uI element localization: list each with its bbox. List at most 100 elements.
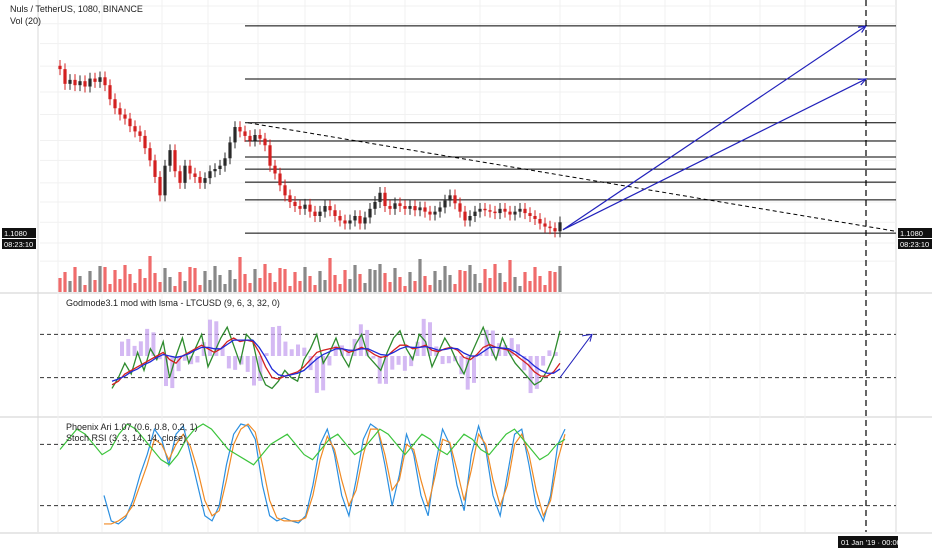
candle-body bbox=[248, 135, 252, 141]
volume-bar bbox=[238, 257, 242, 292]
volume-bar bbox=[418, 259, 422, 292]
osc-histogram-bar bbox=[258, 356, 263, 381]
volume-bar bbox=[368, 269, 372, 292]
volume-bar bbox=[263, 264, 267, 292]
candle-body bbox=[88, 78, 92, 87]
osc-series-blue bbox=[111, 339, 561, 382]
trendline-dashed bbox=[247, 122, 897, 232]
osc-projection-arrowhead bbox=[581, 333, 593, 342]
osc-series-red bbox=[111, 337, 561, 386]
volume-bar bbox=[223, 284, 227, 292]
volume-bar bbox=[503, 282, 507, 292]
osc-histogram-bar bbox=[503, 345, 508, 356]
candle-body bbox=[508, 211, 512, 215]
volume-bar bbox=[173, 286, 177, 292]
volume-label: Vol (20) bbox=[10, 16, 41, 26]
volume-bar bbox=[103, 267, 107, 292]
volume-bar bbox=[388, 282, 392, 292]
candle-body bbox=[423, 207, 427, 212]
volume-bar bbox=[383, 273, 387, 292]
volume-bar bbox=[188, 267, 192, 292]
volume-bar bbox=[288, 286, 292, 292]
osc-histogram-bar bbox=[358, 324, 363, 356]
price-pane[interactable] bbox=[58, 0, 897, 532]
osc-histogram-bar bbox=[415, 341, 420, 356]
stoch-rsi-pane[interactable] bbox=[40, 423, 896, 525]
volume-bar bbox=[118, 279, 122, 292]
volume-bar bbox=[543, 285, 547, 292]
osc-histogram-bar bbox=[296, 344, 300, 356]
volume-bar bbox=[313, 285, 317, 292]
volume-bar bbox=[168, 277, 172, 292]
volume-bar bbox=[58, 278, 62, 292]
candle-body bbox=[313, 211, 317, 216]
candle-body bbox=[103, 77, 107, 86]
osc-histogram-bar bbox=[528, 356, 533, 394]
volume-bar bbox=[153, 273, 157, 292]
volume-bar bbox=[393, 268, 397, 292]
osc-histogram-bar bbox=[321, 356, 326, 391]
volume-bar bbox=[163, 268, 167, 292]
candle-body bbox=[473, 211, 477, 216]
volume-bar bbox=[183, 281, 187, 292]
osc-histogram-bar bbox=[138, 341, 143, 356]
osc-histogram-bar bbox=[327, 356, 332, 366]
osc-histogram-bar bbox=[132, 345, 137, 356]
candle-body bbox=[178, 171, 182, 183]
osc-histogram-bar bbox=[239, 356, 244, 365]
osc-histogram-bar bbox=[170, 356, 175, 389]
candle-body bbox=[193, 173, 197, 177]
osc-histogram-bar bbox=[233, 356, 238, 370]
candle-body bbox=[328, 206, 332, 211]
candle-body bbox=[498, 208, 502, 214]
candle-body bbox=[463, 211, 467, 221]
volume-bar bbox=[423, 276, 427, 292]
candle-body bbox=[128, 118, 132, 127]
candle-body bbox=[98, 77, 102, 82]
candle-body bbox=[133, 126, 137, 132]
volume-bar bbox=[248, 283, 252, 292]
volume-bar bbox=[468, 265, 472, 292]
volume-bar bbox=[478, 283, 482, 292]
candle-body bbox=[228, 142, 232, 159]
grid-lines bbox=[0, 0, 932, 534]
osc-projection-arrow bbox=[559, 334, 593, 378]
candle-body bbox=[118, 108, 122, 115]
candle-body bbox=[468, 215, 472, 221]
volume-bar bbox=[218, 275, 222, 292]
volume-bar bbox=[533, 267, 537, 292]
candle-body bbox=[158, 176, 162, 196]
candle-body bbox=[518, 208, 522, 212]
volume-bar bbox=[508, 260, 512, 292]
candle-body bbox=[378, 192, 382, 202]
godmode-oscillator-pane[interactable] bbox=[40, 318, 896, 394]
candle-body bbox=[78, 81, 82, 86]
candle-body bbox=[233, 127, 237, 143]
volume-bar bbox=[63, 272, 67, 292]
volume-bar bbox=[178, 272, 182, 292]
candle-body bbox=[438, 207, 442, 212]
candle-body bbox=[323, 206, 327, 212]
candle-body bbox=[143, 135, 147, 149]
left-time-value: 08:23:10 bbox=[4, 240, 33, 249]
candle-body bbox=[273, 165, 277, 174]
volume-bar bbox=[293, 272, 297, 292]
volume-bar bbox=[348, 279, 352, 292]
candle-body bbox=[303, 204, 307, 209]
right-time-value: 08:23:10 bbox=[900, 240, 929, 249]
volume-bar bbox=[448, 275, 452, 292]
stoch-series-orange bbox=[104, 423, 566, 525]
volume-bar bbox=[83, 285, 87, 292]
volume-bar bbox=[458, 270, 462, 292]
candle-body bbox=[83, 81, 87, 87]
osc-histogram-bar bbox=[277, 325, 282, 356]
candle-body bbox=[348, 220, 352, 224]
candle-body bbox=[443, 200, 447, 208]
candle-body bbox=[148, 148, 152, 161]
candle-body bbox=[298, 206, 302, 209]
candle-body bbox=[343, 220, 347, 224]
candle-body bbox=[183, 165, 187, 183]
volume-bar bbox=[73, 267, 77, 292]
candle-body bbox=[338, 215, 342, 221]
